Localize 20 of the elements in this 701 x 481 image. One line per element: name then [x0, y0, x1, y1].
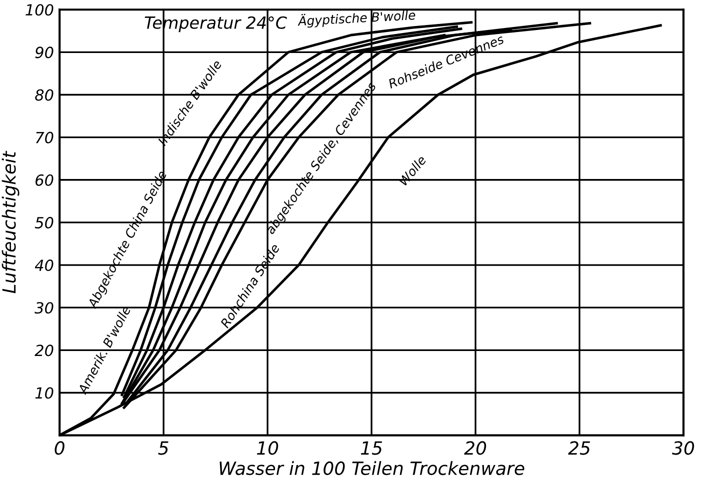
y-tick-label: 50: [34, 216, 54, 228]
x-tick-label: 20: [464, 441, 486, 455]
annotation: Ägyptische B'wolle: [297, 8, 416, 28]
x-tick-label: 15: [360, 441, 382, 455]
y-tick-label: 90: [35, 46, 54, 58]
x-tick-label: 5: [158, 441, 168, 455]
x-axis-title: Wasser in 100 Teilen Trockenware: [220, 461, 524, 476]
x-tick-label: 0: [54, 441, 64, 455]
y-tick-label: 10: [35, 387, 54, 399]
y-tick-label: 60: [36, 174, 54, 186]
y-tick-label: 20: [34, 344, 54, 356]
x-tick-label: 10: [256, 441, 278, 455]
x-tick-label: 25: [568, 441, 590, 455]
y-tick-label: 30: [34, 302, 54, 314]
y-tick-label: 40: [34, 259, 54, 272]
y-axis-title: Luftfeuchtigkeit: [2, 150, 20, 294]
y-tick-label: 100: [26, 4, 54, 16]
y-tick-label: 70: [36, 132, 54, 144]
x-tick-label: 30: [672, 441, 694, 455]
y-tick-label: 80: [35, 89, 54, 101]
